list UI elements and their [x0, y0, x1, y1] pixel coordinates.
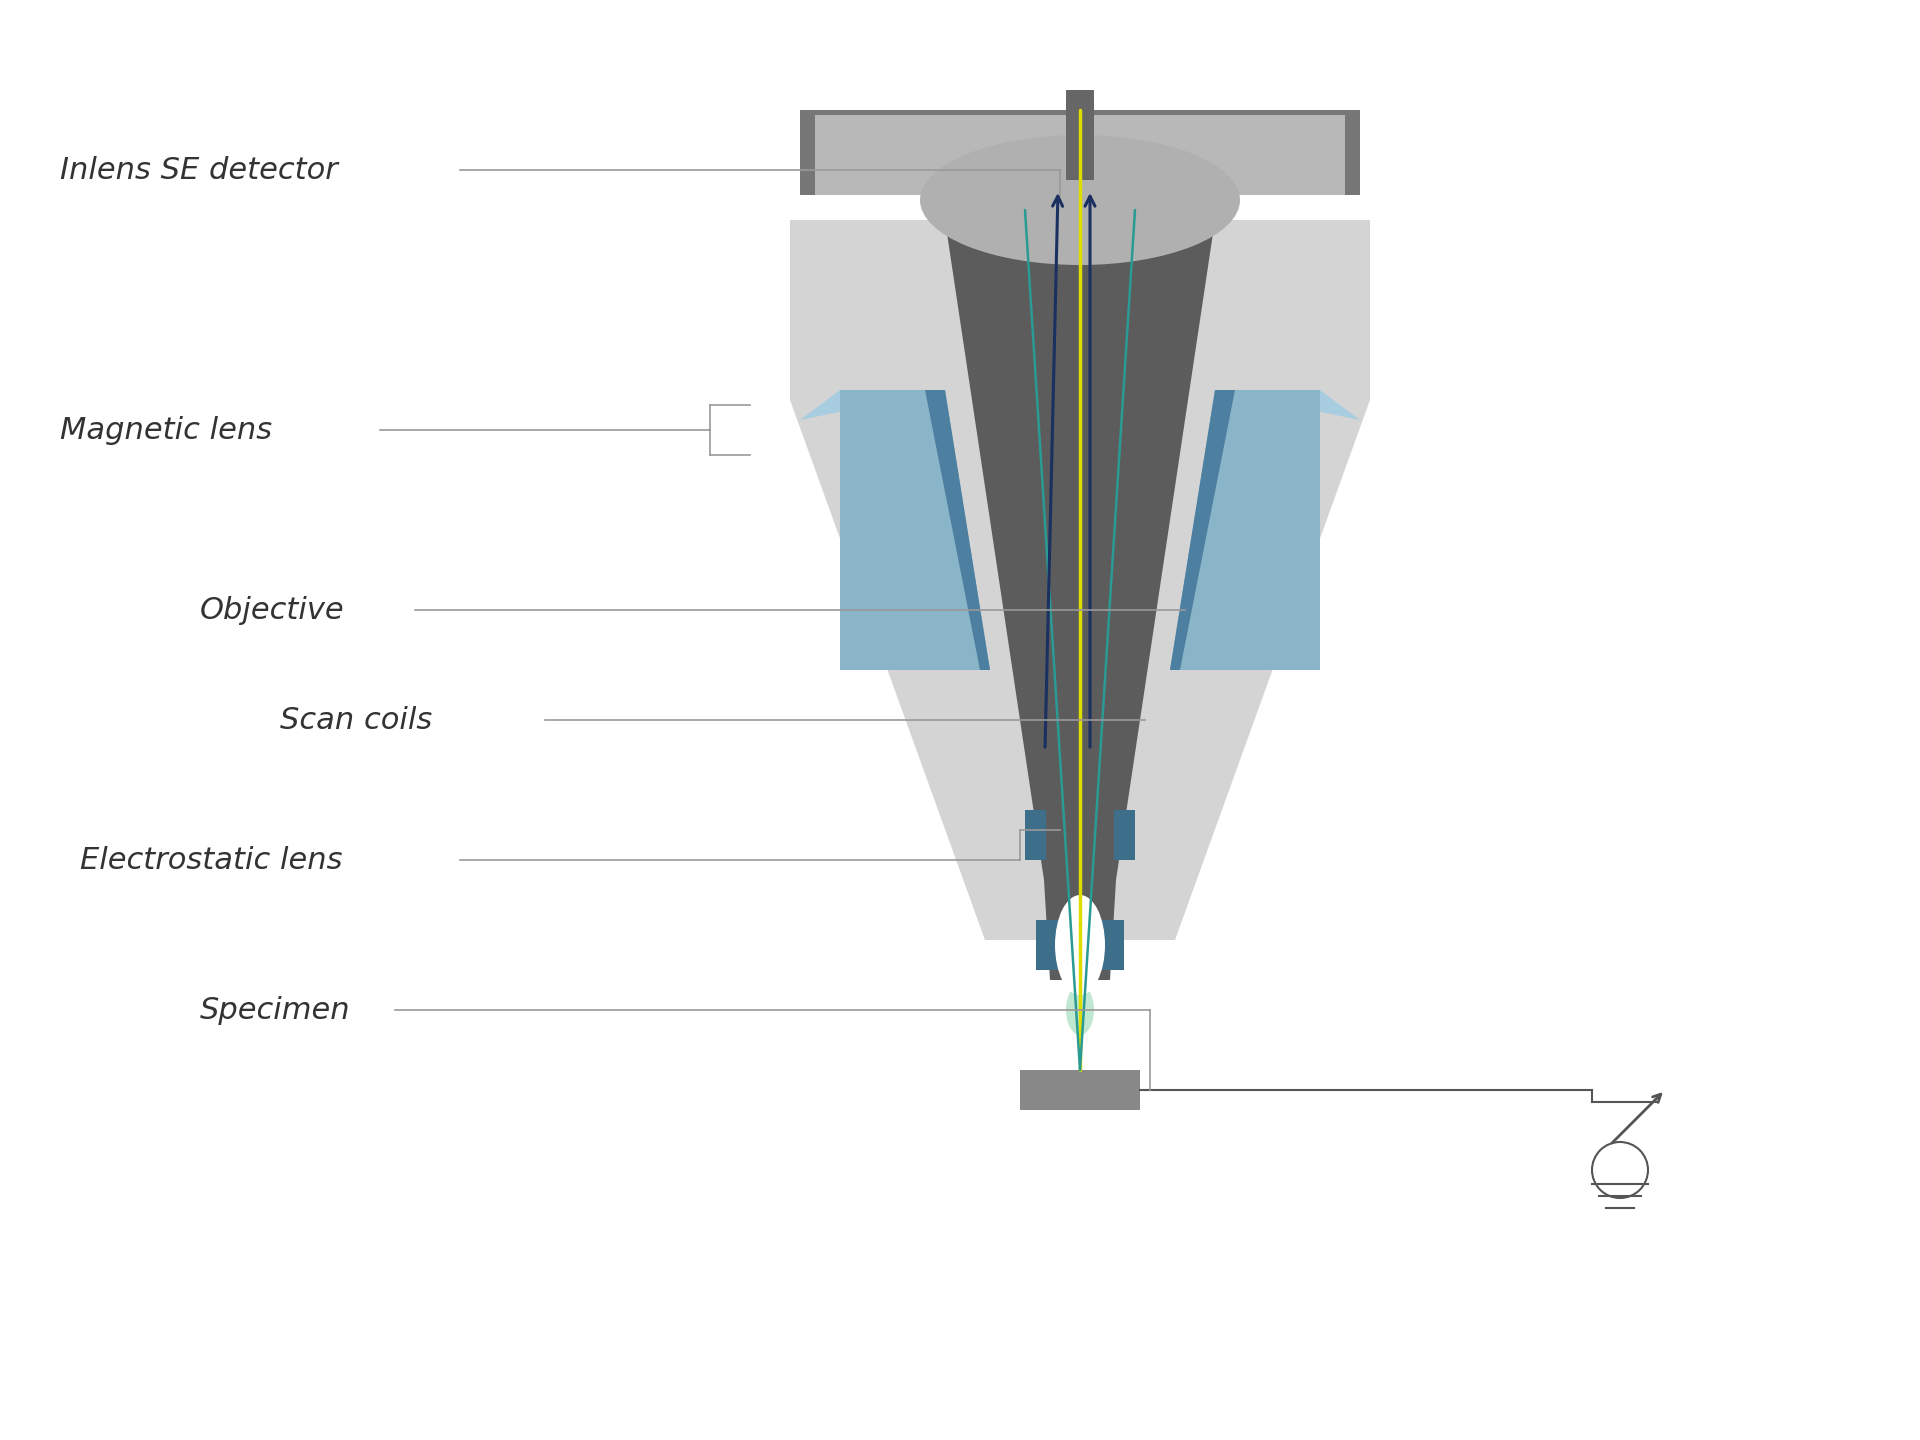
Polygon shape: [814, 115, 1346, 194]
Polygon shape: [925, 390, 991, 670]
Polygon shape: [801, 109, 1359, 194]
Text: Specimen: Specimen: [200, 995, 351, 1024]
Polygon shape: [789, 220, 1371, 400]
Polygon shape: [1114, 811, 1135, 860]
Text: Magnetic lens: Magnetic lens: [60, 416, 273, 445]
Ellipse shape: [920, 135, 1240, 265]
Polygon shape: [1025, 811, 1046, 860]
Polygon shape: [1169, 390, 1235, 670]
Polygon shape: [801, 390, 945, 420]
Polygon shape: [1169, 390, 1319, 670]
Polygon shape: [1102, 920, 1123, 971]
Text: Scan coils: Scan coils: [280, 706, 432, 734]
Polygon shape: [1044, 880, 1116, 981]
Polygon shape: [1037, 920, 1058, 971]
Polygon shape: [1066, 91, 1094, 180]
Ellipse shape: [1054, 896, 1106, 995]
Polygon shape: [945, 220, 1215, 880]
Polygon shape: [1169, 390, 1319, 670]
Bar: [1020, 1070, 1140, 1110]
Polygon shape: [789, 400, 1371, 940]
Polygon shape: [1215, 390, 1359, 420]
Ellipse shape: [1066, 985, 1094, 1035]
Polygon shape: [841, 390, 991, 670]
Polygon shape: [841, 390, 991, 670]
Text: Electrostatic lens: Electrostatic lens: [81, 845, 342, 874]
Text: Inlens SE detector: Inlens SE detector: [60, 156, 338, 184]
Text: Objective: Objective: [200, 596, 344, 625]
